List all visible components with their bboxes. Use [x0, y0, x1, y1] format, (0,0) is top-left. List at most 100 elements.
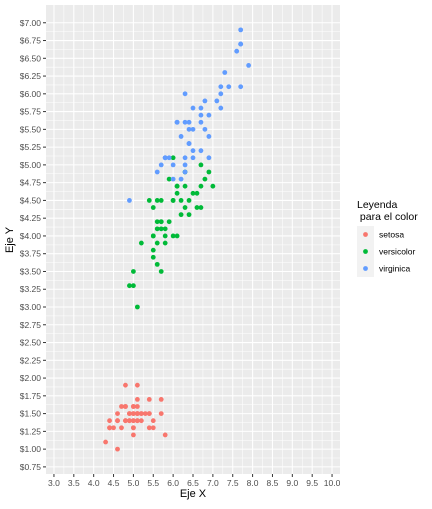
point-versicolor: [190, 190, 196, 196]
y-tick-label: $4.75: [20, 178, 42, 188]
point-setosa: [150, 418, 156, 424]
point-virginica: [186, 141, 192, 146]
point-versicolor: [170, 233, 176, 239]
x-axis: 3.0 3.5 4.0 4.5 5.0 5.5 6.0 6.5 7.0 7.5 8.0 8.5 9.0 9…: [48, 474, 341, 488]
y-tick-label: $1.50: [20, 409, 42, 419]
point-versicolor: [134, 304, 140, 310]
y-tick-label: $2.00: [20, 373, 42, 383]
point-virginica: [190, 148, 196, 154]
point-setosa: [138, 418, 144, 424]
x-tick-label: 3.5: [68, 478, 80, 488]
point-versicolor: [162, 226, 168, 232]
point-setosa: [107, 418, 112, 424]
point-setosa: [134, 411, 140, 416]
y-tick-label: $5.75: [20, 107, 42, 117]
point-virginica: [178, 176, 184, 182]
point-versicolor: [170, 155, 176, 161]
point-versicolor: [182, 183, 188, 189]
point-virginica: [182, 169, 188, 175]
point-virginica: [198, 148, 204, 154]
point-virginica: [218, 84, 224, 90]
y-tick-label: $1.75: [20, 391, 42, 401]
y-tick-label: $3.75: [20, 249, 42, 259]
point-setosa: [158, 411, 164, 416]
point-virginica: [218, 91, 224, 97]
point-versicolor: [158, 269, 164, 274]
x-tick-label: 8.0: [247, 478, 259, 488]
point-virginica: [174, 119, 180, 125]
point-virginica: [190, 105, 196, 111]
point-versicolor: [154, 226, 160, 232]
point-versicolor: [162, 233, 168, 239]
point-setosa: [119, 425, 124, 431]
point-versicolor: [154, 219, 160, 225]
point-setosa: [134, 396, 140, 402]
point-virginica: [178, 134, 184, 139]
point-versicolor: [198, 183, 204, 189]
point-setosa: [131, 432, 136, 438]
point-versicolor: [158, 219, 164, 225]
x-tick-label: 7.0: [207, 478, 219, 488]
point-virginica: [170, 162, 176, 168]
point-virginica: [202, 98, 208, 104]
point-versicolor: [186, 198, 192, 203]
point-versicolor: [158, 226, 164, 232]
y-tick-label: $5.25: [20, 142, 42, 152]
y-tick-label: $6.25: [20, 71, 42, 81]
y-tick-label: $2.75: [20, 320, 42, 330]
point-setosa: [111, 425, 116, 431]
point-versicolor: [146, 198, 152, 203]
point-virginica: [186, 126, 192, 132]
point-versicolor: [150, 205, 156, 210]
point-virginica: [198, 119, 204, 125]
legend-marker-versicolor: [363, 249, 368, 254]
y-axis: $0.75 $1.00 $1.25 $1.50 $1.75 $2.00 $2.25 $2.50…: [20, 18, 46, 472]
legend-marker-setosa: [363, 232, 368, 237]
point-virginica: [238, 84, 244, 90]
point-versicolor: [174, 183, 180, 189]
point-setosa: [131, 418, 136, 424]
y-tick-label: $7.00: [20, 18, 42, 28]
y-tick-label: $6.75: [20, 36, 42, 46]
point-setosa: [103, 439, 108, 445]
point-virginica: [170, 176, 176, 182]
point-virginica: [206, 112, 212, 118]
data-points: [103, 27, 252, 452]
point-versicolor: [127, 283, 132, 289]
x-tick-label: 8.5: [267, 478, 279, 488]
point-setosa: [107, 425, 112, 431]
point-setosa: [115, 446, 120, 452]
point-setosa: [150, 425, 156, 431]
point-setosa: [127, 411, 132, 416]
legend-label-virginica: virginica: [379, 264, 410, 274]
point-virginica: [198, 112, 204, 118]
point-virginica: [206, 134, 212, 139]
point-virginica: [226, 84, 232, 90]
point-versicolor: [154, 261, 160, 267]
point-setosa: [123, 404, 128, 409]
point-virginica: [127, 198, 132, 203]
y-tick-label: $2.50: [20, 338, 42, 348]
point-versicolor: [150, 247, 156, 253]
point-setosa: [131, 404, 136, 409]
point-versicolor: [158, 198, 164, 203]
point-versicolor: [210, 183, 216, 189]
point-setosa: [131, 425, 136, 431]
point-virginica: [198, 105, 204, 111]
point-virginica: [234, 48, 240, 54]
y-tick-label: $1.25: [20, 426, 42, 436]
point-versicolor: [166, 176, 172, 182]
x-tick-label: 9.0: [286, 478, 298, 488]
y-tick-label: $1.00: [20, 444, 42, 454]
point-virginica: [162, 155, 168, 161]
point-virginica: [166, 155, 172, 161]
legend-marker-virginica: [363, 266, 368, 271]
legend-title: Leyenda para el color: [357, 199, 418, 223]
point-virginica: [182, 91, 188, 97]
x-tick-label: 5.0: [127, 478, 139, 488]
y-tick-label: $3.50: [20, 266, 42, 276]
point-versicolor: [131, 269, 136, 274]
point-setosa: [146, 396, 152, 402]
major-gridlines: [46, 5, 340, 474]
